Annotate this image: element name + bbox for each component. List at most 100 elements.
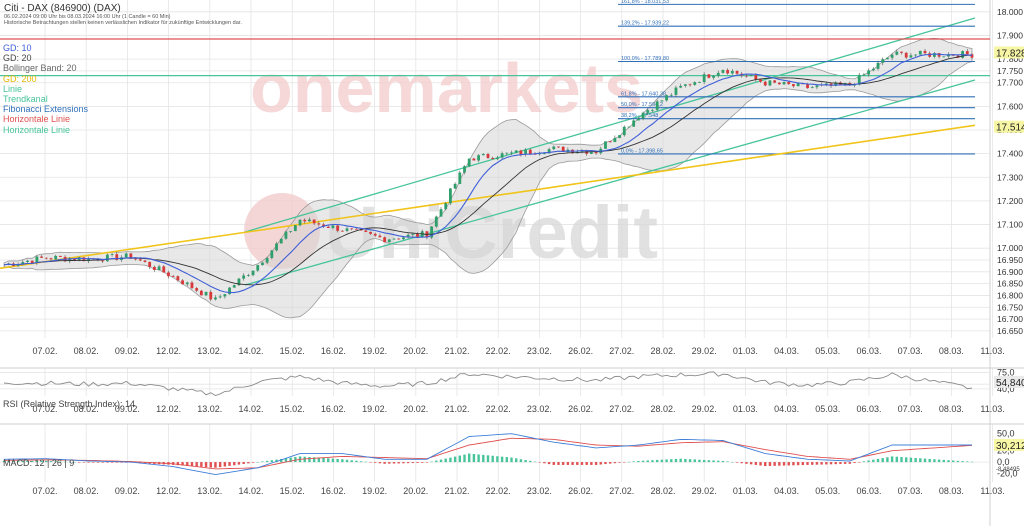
candle-body (434, 216, 438, 227)
candle-body (190, 282, 194, 289)
x-axis-tick-label: 16.02. (321, 486, 346, 496)
macd-histogram-bar (806, 462, 809, 465)
candle-body (449, 188, 452, 204)
macd-histogram-bar (261, 461, 264, 463)
macd-histogram-bar (312, 457, 316, 463)
macd-histogram-bar (425, 462, 429, 463)
legend-item[interactable]: Fibonacci Extensions (3, 104, 89, 115)
x-axis-tick-label: 04.03. (774, 486, 799, 496)
macd-histogram-bar (942, 459, 946, 463)
candle-body (646, 110, 650, 113)
x-axis-tick-label: 04.03. (774, 404, 799, 414)
candle-body (660, 100, 664, 102)
candle-body (632, 120, 636, 127)
candle-body (232, 285, 236, 288)
candle-body (510, 152, 513, 154)
macd-histogram-bar (867, 460, 870, 463)
macd-histogram-bar (101, 462, 104, 463)
price-axis-tick-label: 16.650 (997, 326, 1023, 336)
macd-histogram-bar (693, 459, 696, 463)
candle-body (134, 258, 137, 260)
macd-histogram-bar (190, 462, 194, 467)
legend-item[interactable]: GD: 200 (3, 73, 37, 84)
candle-body (721, 69, 725, 73)
candle-body (105, 254, 109, 262)
candle-body (265, 257, 269, 263)
legend-item[interactable]: Bollinger Band: 20 (3, 63, 77, 74)
macd-histogram-bar (792, 462, 795, 466)
macd-histogram-bar (35, 460, 39, 463)
x-axis-tick-label: 26.02. (568, 404, 593, 414)
price-axis-tick-label: 18.000 (997, 7, 1023, 17)
price-label-box (994, 120, 1024, 133)
candle-body (810, 87, 814, 89)
price-axis-tick-label: 17.750 (997, 66, 1023, 76)
legend-item[interactable]: Horizontale Linie (3, 114, 71, 125)
macd-histogram-bar (900, 457, 903, 463)
x-axis-tick-label: 22.02. (486, 404, 511, 414)
macd-histogram-bar (242, 462, 245, 464)
macd-histogram-bar (247, 462, 250, 464)
legend-item[interactable]: Horizontale Linie (3, 124, 71, 135)
x-axis-tick-label: 05.03. (815, 486, 840, 496)
x-axis-tick-label: 14.02. (238, 486, 263, 496)
macd-histogram-bar (881, 458, 884, 463)
candle-body (613, 137, 617, 143)
legend-item[interactable]: Linie (3, 83, 23, 94)
candle-body (430, 226, 434, 238)
macd-histogram-bar (186, 462, 189, 466)
candle-body (284, 231, 288, 239)
candle-body (542, 153, 546, 155)
macd-histogram-bar (561, 462, 565, 465)
candle-body (665, 95, 668, 101)
x-axis-tick-label: 16.02. (321, 346, 346, 356)
candle-body (604, 141, 607, 149)
x-axis-tick-label: 06.03. (856, 346, 881, 356)
macd-histogram-bar (350, 460, 353, 463)
macd-histogram-bar (905, 457, 908, 463)
x-axis-tick-label: 07.03. (898, 404, 923, 414)
x-axis-tick-label: 08.03. (939, 404, 964, 414)
chart-title: Citi - DAX (846900) (DAX) (4, 3, 121, 14)
rsi-line (3, 371, 973, 396)
macd-histogram-bar (735, 462, 739, 463)
candle-body (237, 278, 241, 286)
legend-item[interactable]: Trendkanal (3, 94, 48, 105)
candle-body (557, 146, 560, 148)
candle-body (528, 149, 532, 154)
x-axis-tick-label: 15.02. (280, 486, 305, 496)
macd-histogram-bar (496, 456, 499, 463)
fibonacci-level-label: 61,8% - 17.640,38 (621, 91, 666, 97)
macd-histogram-bar (115, 462, 118, 463)
macd-histogram-bar (406, 462, 410, 464)
legend-item[interactable]: GD: 10 (3, 43, 32, 53)
candle-body (110, 254, 114, 255)
x-axis-tick-label: 20.02. (403, 404, 428, 414)
rsi-axis-tick-label: 40,0 (997, 384, 1015, 394)
candle-body (30, 260, 34, 263)
macd-histogram-bar (773, 462, 776, 466)
macd-histogram-bar (303, 456, 306, 463)
candle-body (463, 166, 466, 173)
rsi-axis-tick-label: 75,0 (997, 367, 1015, 377)
x-axis-tick-label: 09.02. (115, 486, 140, 496)
candle-body (181, 280, 184, 285)
price-axis-tick-label: 17.000 (997, 243, 1023, 253)
macd-histogram-bar (237, 462, 241, 465)
x-axis-tick-label: 13.02. (197, 486, 222, 496)
macd-histogram-bar (359, 461, 363, 463)
macd-histogram-bar (280, 458, 283, 463)
x-axis-tick-label: 21.02. (444, 404, 469, 414)
x-axis-tick-label: 05.03. (815, 404, 840, 414)
macd-histogram-bar (106, 462, 109, 463)
candle-body (871, 68, 875, 71)
macd-histogram-bar (872, 459, 875, 463)
macd-histogram-bar (491, 455, 494, 463)
x-axis-tick-label: 27.02. (609, 346, 634, 356)
trend-channel-line (244, 79, 976, 286)
candle-body (444, 203, 448, 210)
x-axis-tick-label: 27.02. (609, 486, 634, 496)
candle-body (195, 288, 199, 291)
legend-item[interactable]: GD: 20 (3, 53, 32, 64)
macd-histogram-bar (54, 461, 57, 463)
